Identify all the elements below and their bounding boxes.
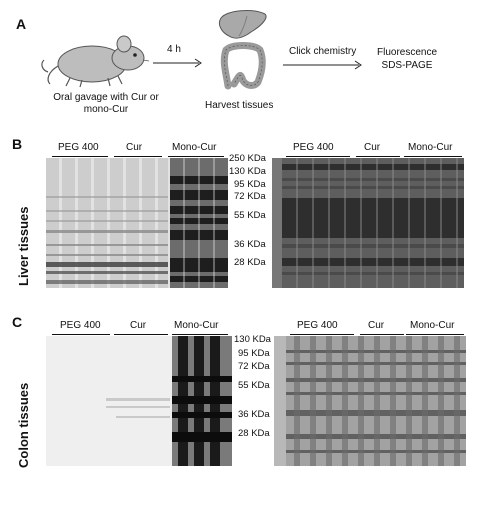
marker-72-c: 72 KDa <box>238 361 270 372</box>
marker-28-c: 28 KDa <box>238 428 270 439</box>
group-underline-mono-cur <box>168 156 224 157</box>
liver-fluorescence-gel <box>46 158 228 288</box>
panel-letter-c: C <box>12 314 23 330</box>
marker-130: 130 KDa <box>229 166 266 177</box>
group-label-mono-cur: Mono-Cur <box>172 142 217 153</box>
group-underline-mono-cur-c-right <box>406 334 464 335</box>
marker-55: 55 KDa <box>234 210 266 221</box>
liver-icon <box>218 10 267 39</box>
step3-label: Fluorescence SDS-PAGE <box>362 46 452 72</box>
step2-label: Harvest tissues <box>205 100 274 111</box>
marker-130-c: 130 KDa <box>234 334 271 345</box>
marker-72: 72 KDa <box>234 191 266 202</box>
group-label-peg400-c-right: PEG 400 <box>297 320 338 331</box>
marker-28: 28 KDa <box>234 257 266 268</box>
group-label-mono-cur-c-right: Mono-Cur <box>410 320 455 331</box>
colon-coomassie-gel <box>274 336 466 466</box>
step3-line2: SDS-PAGE <box>381 60 433 71</box>
marker-95-c: 95 KDa <box>238 348 270 359</box>
group-underline-peg400-c-right <box>290 334 354 335</box>
arrow-right-icon <box>153 58 202 68</box>
group-label-mono-cur-right: Mono-Cur <box>408 142 453 153</box>
group-underline-cur <box>114 156 162 157</box>
arrow2-label: Click chemistry <box>289 46 357 57</box>
colon-icon <box>220 42 266 90</box>
group-label-peg400-c: PEG 400 <box>60 320 101 331</box>
liver-coomassie-gel <box>272 158 464 288</box>
group-underline-mono-cur-c <box>172 334 228 335</box>
group-underline-peg400 <box>52 156 108 157</box>
step1-line2: mono-Cur <box>83 104 129 115</box>
group-underline-cur-right <box>356 156 400 157</box>
group-underline-mono-cur-right <box>404 156 462 157</box>
panel-letter-b: B <box>12 136 23 152</box>
marker-36: 36 KDa <box>234 239 266 250</box>
group-label-cur-c-right: Cur <box>368 320 385 331</box>
step1-label: Oral gavage with Cur or mono-Cur <box>42 92 170 116</box>
marker-36-c: 36 KDa <box>238 409 270 420</box>
row-label-liver: Liver tissues <box>16 206 31 287</box>
marker-95: 95 KDa <box>234 179 266 190</box>
group-label-cur: Cur <box>126 142 143 153</box>
arrow-right-icon-2 <box>283 60 362 70</box>
group-underline-peg400-right <box>286 156 350 157</box>
group-label-peg400-right: PEG 400 <box>293 142 334 153</box>
mouse-icon <box>41 35 150 88</box>
arrow1-label: 4 h <box>167 44 181 55</box>
group-underline-peg400-c <box>52 334 110 335</box>
step3-line1: Fluorescence <box>376 47 438 58</box>
group-underline-cur-c-right <box>360 334 404 335</box>
row-label-colon: Colon tissues <box>16 382 31 468</box>
group-label-peg400: PEG 400 <box>58 142 99 153</box>
group-label-mono-cur-c: Mono-Cur <box>174 320 219 331</box>
group-label-cur-right: Cur <box>364 142 381 153</box>
group-underline-cur-c <box>114 334 168 335</box>
panel-letter-a: A <box>16 16 27 32</box>
step1-line1: Oral gavage with Cur or <box>53 92 159 103</box>
marker-250: 250 KDa <box>229 153 266 164</box>
marker-55-c: 55 KDa <box>238 380 270 391</box>
colon-fluorescence-gel <box>46 336 232 466</box>
group-label-cur-c: Cur <box>130 320 147 331</box>
